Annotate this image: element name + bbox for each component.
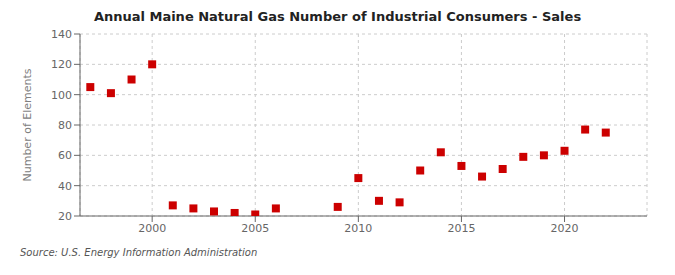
svg-text:2010: 2010 xyxy=(344,222,372,235)
html-text:Source: U.S. Energy Informatio: Source: U.S. Energy Information Administ… xyxy=(20,247,258,258)
svg-text:100: 100 xyxy=(51,89,72,102)
svg-text:2005: 2005 xyxy=(241,222,269,235)
svg-text:2000: 2000 xyxy=(138,222,166,235)
svg-text:120: 120 xyxy=(51,58,72,71)
svg-text:60: 60 xyxy=(58,149,72,162)
html-text:Annual Maine Natural Gas Numbe: Annual Maine Natural Gas Number of Indus… xyxy=(93,9,582,24)
svg-text:80: 80 xyxy=(58,119,72,132)
svg-text:2020: 2020 xyxy=(551,222,579,235)
svg-text:Number of Elements: Number of Elements xyxy=(21,68,34,181)
svg-text:20: 20 xyxy=(58,210,72,223)
svg-text:140: 140 xyxy=(51,28,72,41)
svg-text:2015: 2015 xyxy=(447,222,475,235)
svg-text:40: 40 xyxy=(58,180,72,193)
